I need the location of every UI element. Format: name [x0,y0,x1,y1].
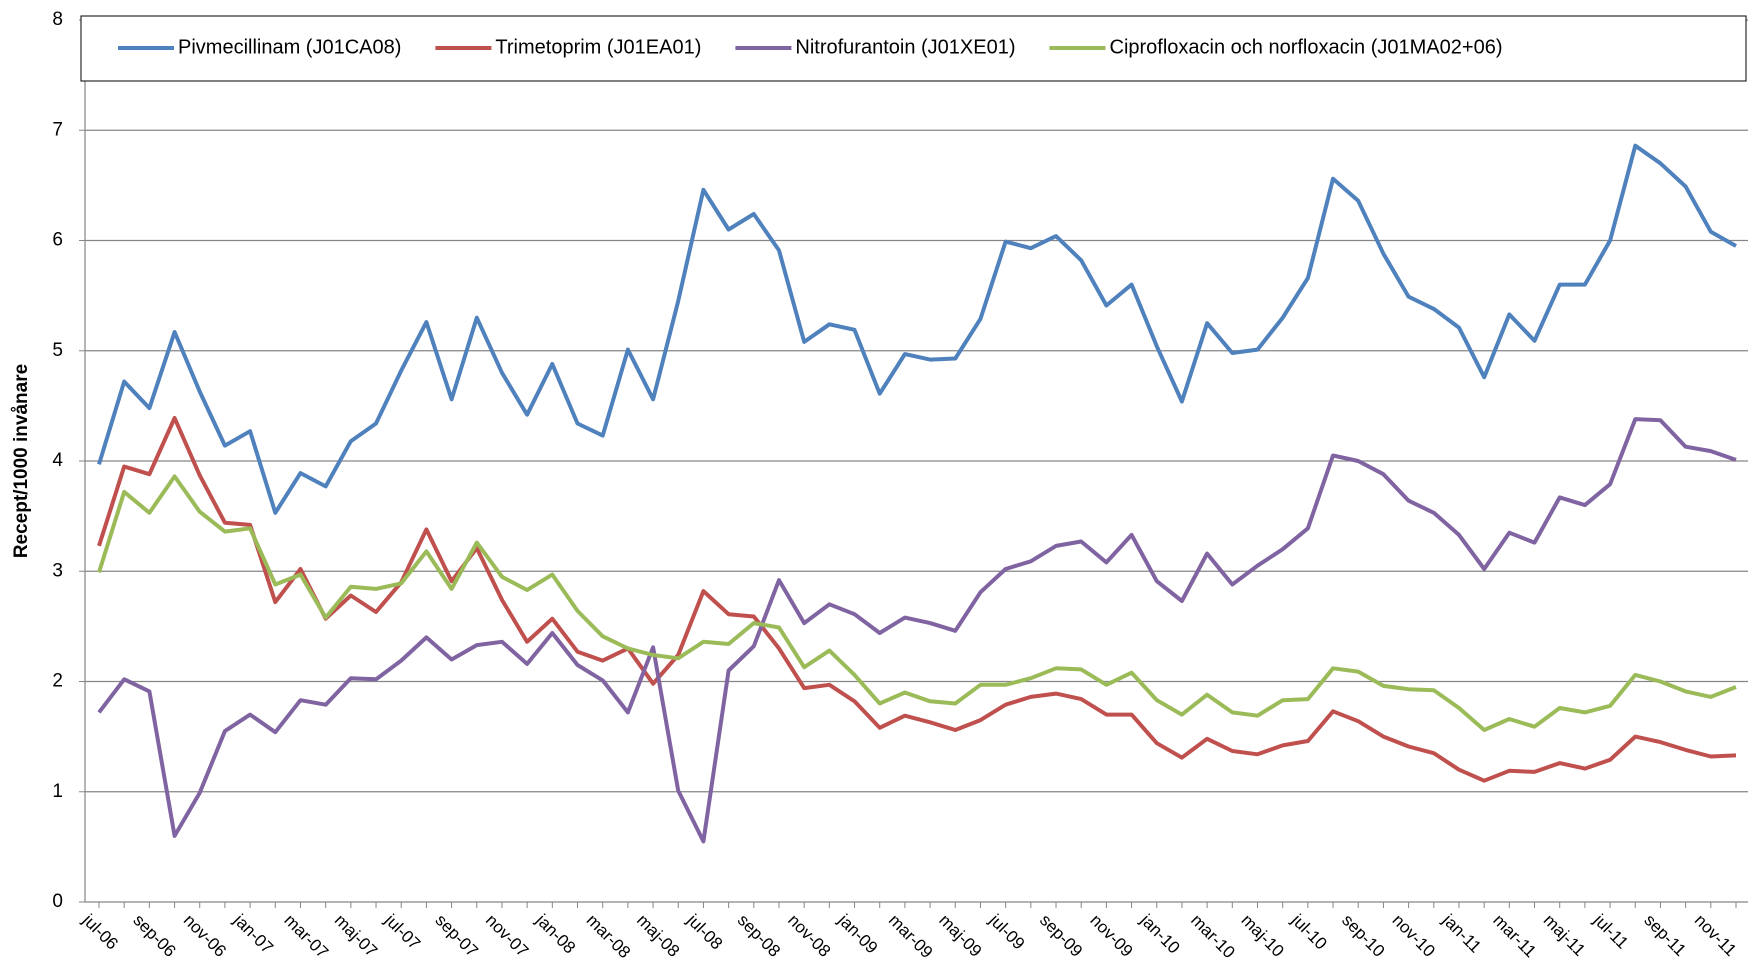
series-line [97,474,1737,732]
series-line [97,417,1737,844]
series-line [97,416,1737,783]
y-tick-label: 8 [52,9,63,30]
y-tick-label: 7 [52,119,63,140]
y-tick-label: 3 [52,560,63,581]
y-tick-label: 0 [52,891,63,912]
legend-label: Ciprofloxacin och norfloxacin (J01MA02+0… [1110,36,1503,58]
series-line [97,143,1737,515]
y-tick-label: 6 [52,230,63,251]
y-tick-label: 4 [52,450,63,471]
legend: Pivmecillinam (J01CA08) Trimetoprim (J01E… [80,15,1747,82]
legend-label: Pivmecillinam (J01CA08) [178,36,401,58]
legend-box [80,15,1747,82]
legend-label: Trimetoprim (J01EA01) [495,36,701,58]
y-tick-label: 5 [52,340,63,361]
y-tick-label: 2 [52,671,63,692]
y-axis-label: Recept/1000 invånare [11,364,32,558]
y-tick-label: 1 [52,781,63,802]
legend-label: Nitrofurantoin (J01XE01) [795,36,1015,58]
